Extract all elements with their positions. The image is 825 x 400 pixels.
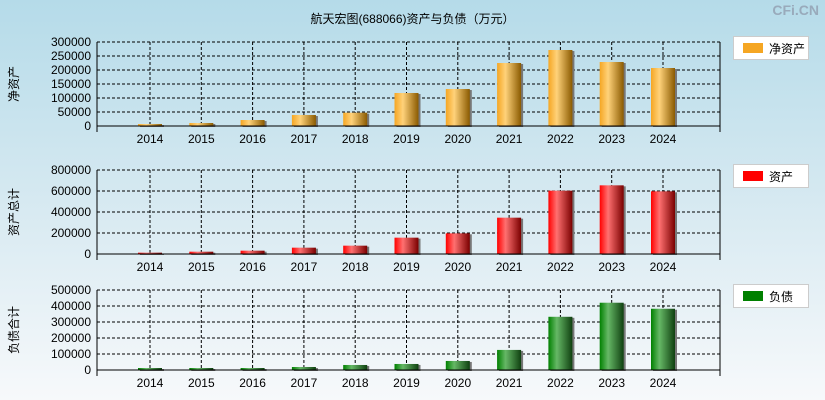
bar bbox=[548, 316, 573, 370]
x-tick-label: 2016 bbox=[239, 260, 266, 274]
x-tick-label: 2015 bbox=[188, 376, 215, 390]
bar bbox=[189, 368, 214, 370]
bar bbox=[394, 237, 419, 254]
x-tick-label: 2020 bbox=[444, 260, 471, 274]
x-tick-label: 2019 bbox=[393, 376, 420, 390]
bar bbox=[138, 252, 162, 254]
legend: 负债 bbox=[733, 284, 809, 308]
y-axis-label: 资产总计 bbox=[7, 188, 21, 236]
y-tick-label: 500000 bbox=[51, 283, 91, 297]
x-tick-label: 2023 bbox=[598, 132, 625, 146]
bar bbox=[394, 92, 419, 126]
x-tick-label: 2020 bbox=[444, 376, 471, 390]
y-tick-label: 400000 bbox=[51, 299, 91, 313]
x-tick-label: 2019 bbox=[393, 260, 420, 274]
x-tick-label: 2023 bbox=[598, 260, 625, 274]
x-tick-label: 2024 bbox=[650, 132, 677, 146]
x-tick-label: 2024 bbox=[650, 376, 677, 390]
y-tick-label: 150000 bbox=[51, 77, 91, 91]
legend-swatch bbox=[743, 171, 763, 181]
bar bbox=[138, 124, 162, 126]
x-tick-label: 2022 bbox=[547, 260, 574, 274]
x-tick-label: 2018 bbox=[342, 376, 369, 390]
bar bbox=[291, 366, 316, 370]
bar bbox=[651, 191, 675, 254]
y-tick-label: 0 bbox=[84, 247, 91, 261]
bar bbox=[599, 185, 624, 254]
bar bbox=[445, 233, 470, 254]
bar bbox=[343, 112, 368, 126]
x-tick-label: 2022 bbox=[547, 376, 574, 390]
x-tick-label: 2014 bbox=[137, 376, 164, 390]
x-tick-label: 2019 bbox=[393, 132, 420, 146]
y-tick-label: 400000 bbox=[51, 205, 91, 219]
y-axis-label: 净资产 bbox=[7, 66, 21, 102]
y-tick-label: 50000 bbox=[58, 105, 92, 119]
legend-label: 资产 bbox=[769, 169, 794, 184]
y-tick-label: 100000 bbox=[51, 91, 91, 105]
bar bbox=[497, 63, 522, 126]
x-tick-label: 2018 bbox=[342, 132, 369, 146]
chart-title: 航天宏图(688066)资产与负债（万元） bbox=[310, 12, 515, 26]
y-tick-label: 100000 bbox=[51, 347, 91, 361]
legend-swatch bbox=[743, 291, 763, 301]
bar bbox=[651, 308, 675, 370]
bar bbox=[445, 89, 470, 126]
x-tick-label: 2015 bbox=[188, 260, 215, 274]
x-tick-label: 2014 bbox=[137, 260, 164, 274]
y-axis-label: 负债合计 bbox=[6, 306, 21, 354]
y-tick-label: 0 bbox=[84, 119, 91, 133]
x-tick-label: 2017 bbox=[291, 376, 318, 390]
legend: 资产 bbox=[733, 164, 809, 188]
x-tick-label: 2024 bbox=[650, 260, 677, 274]
bar bbox=[343, 364, 368, 370]
x-tick-label: 2016 bbox=[239, 376, 266, 390]
bar bbox=[240, 120, 265, 126]
y-tick-label: 200000 bbox=[51, 226, 91, 240]
x-tick-label: 2018 bbox=[342, 260, 369, 274]
x-tick-label: 2015 bbox=[188, 132, 215, 146]
x-tick-label: 2021 bbox=[496, 376, 523, 390]
y-tick-label: 300000 bbox=[51, 315, 91, 329]
bar bbox=[497, 217, 522, 254]
bar bbox=[291, 114, 316, 126]
bar bbox=[189, 123, 214, 126]
bar bbox=[599, 61, 624, 126]
x-tick-label: 2022 bbox=[547, 132, 574, 146]
legend-label: 净资产 bbox=[769, 41, 806, 56]
bar bbox=[343, 245, 368, 254]
bar bbox=[138, 368, 162, 370]
y-tick-label: 300000 bbox=[51, 35, 91, 49]
bar bbox=[651, 68, 675, 126]
bar bbox=[240, 250, 265, 254]
legend-swatch bbox=[743, 43, 763, 53]
y-tick-label: 800000 bbox=[51, 163, 91, 177]
bar bbox=[548, 50, 573, 127]
x-tick-label: 2020 bbox=[444, 132, 471, 146]
bar bbox=[240, 368, 265, 370]
x-tick-label: 2021 bbox=[496, 260, 523, 274]
legend: 净资产 bbox=[733, 36, 809, 60]
bar bbox=[291, 247, 316, 254]
bar bbox=[394, 363, 419, 370]
y-tick-label: 600000 bbox=[51, 184, 91, 198]
bar bbox=[548, 190, 573, 254]
bar bbox=[445, 360, 470, 370]
x-tick-label: 2021 bbox=[496, 132, 523, 146]
x-tick-label: 2014 bbox=[137, 132, 164, 146]
bar bbox=[599, 302, 624, 370]
legend-label: 负债 bbox=[769, 289, 794, 304]
y-tick-label: 200000 bbox=[51, 63, 91, 77]
y-tick-label: 200000 bbox=[51, 331, 91, 345]
bar bbox=[497, 349, 522, 370]
brand-logo: CFi.CN bbox=[772, 2, 819, 18]
bar bbox=[189, 251, 214, 254]
x-tick-label: 2023 bbox=[598, 376, 625, 390]
x-tick-label: 2016 bbox=[239, 132, 266, 146]
x-tick-label: 2017 bbox=[291, 260, 318, 274]
x-tick-label: 2017 bbox=[291, 132, 318, 146]
y-tick-label: 0 bbox=[84, 363, 91, 377]
y-tick-label: 250000 bbox=[51, 49, 91, 63]
